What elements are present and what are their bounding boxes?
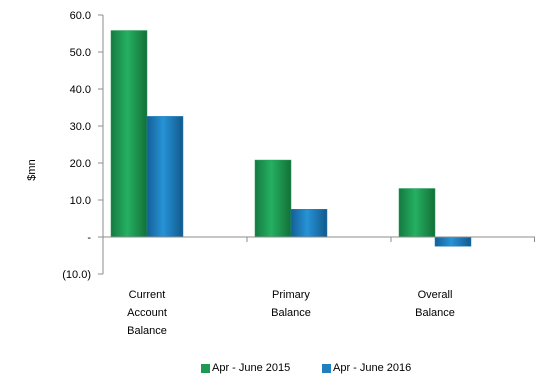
bar-2016-cat-1 — [290, 209, 328, 238]
y-tick-label: 40.0 — [70, 84, 91, 96]
bar-2015-cat-0 — [110, 30, 148, 238]
legend-swatch-2015 — [201, 363, 210, 373]
legend-label-2015: Apr - June 2015 — [212, 362, 291, 374]
y-tick-label: (10.0) — [62, 269, 91, 281]
category-label: Current — [129, 289, 166, 301]
bar-2016-cat-2 — [434, 236, 472, 247]
y-tick-label: 50.0 — [70, 47, 91, 59]
category-label: Balance — [415, 307, 455, 319]
y-tick-label: - — [87, 232, 91, 244]
category-label: Account — [127, 307, 167, 319]
y-tick-label: 60.0 — [70, 10, 91, 22]
bar-2015-cat-1 — [254, 159, 292, 238]
category-label: Overall — [418, 289, 453, 301]
legend-item-2015: Apr - June 2015 — [201, 362, 290, 374]
category-label: Primary — [272, 289, 310, 301]
legend-label-2016: Apr - June 2016 — [333, 362, 412, 374]
legend-swatch-2016 — [322, 363, 331, 373]
bar-2016-cat-0 — [146, 116, 184, 238]
legend: Apr - June 2015 Apr - June 2016 — [0, 362, 535, 380]
y-tick-label: 20.0 — [70, 158, 91, 170]
y-axis-title: $mn — [26, 159, 38, 180]
category-label: Balance — [127, 325, 167, 337]
category-label: Balance — [271, 307, 311, 319]
y-tick-label: 30.0 — [70, 121, 91, 133]
y-tick-label: 10.0 — [70, 195, 91, 207]
bar-2015-cat-2 — [398, 188, 436, 238]
legend-item-2016: Apr - June 2016 — [322, 362, 411, 374]
